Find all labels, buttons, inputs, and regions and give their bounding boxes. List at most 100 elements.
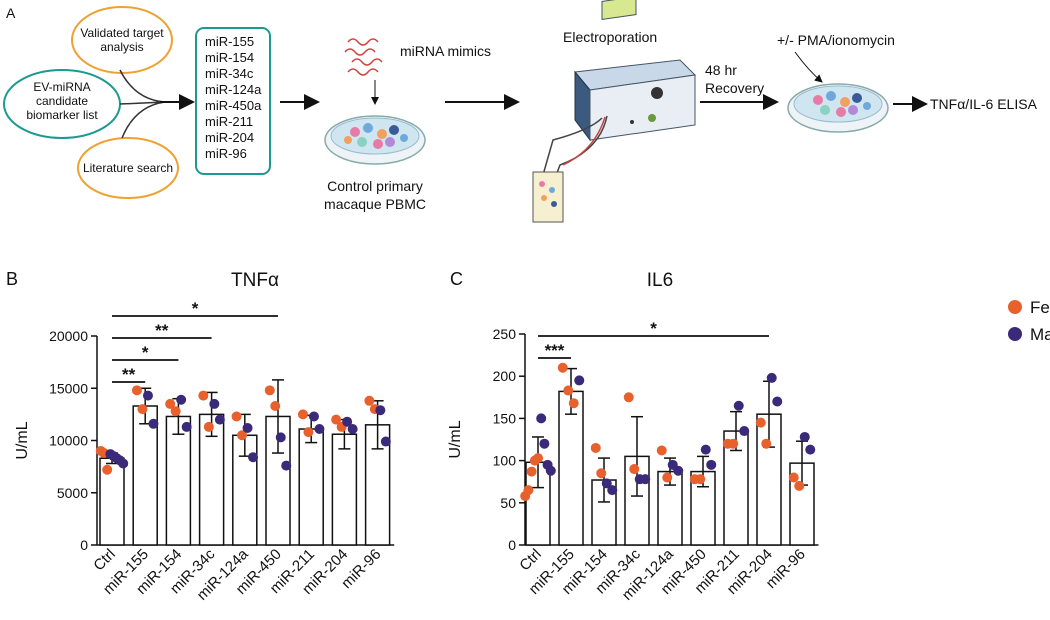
cuvette-cells <box>539 181 557 207</box>
panel-letter: A <box>6 5 16 21</box>
data-point <box>601 478 612 489</box>
oval-text: analysis <box>100 40 143 54</box>
data-point <box>536 413 547 424</box>
legend-marker <box>1008 300 1022 314</box>
data-point <box>799 431 810 442</box>
significance-label: * <box>192 299 199 318</box>
bar <box>165 415 192 546</box>
data-point <box>739 426 750 437</box>
bar <box>331 433 358 546</box>
data-point <box>805 444 816 455</box>
y-tick-label: 10000 <box>49 433 88 449</box>
data-point <box>314 424 325 435</box>
oval-text: Validated target <box>80 26 164 40</box>
significance-label: ** <box>122 365 136 384</box>
label: Electroporation <box>563 29 657 45</box>
y-tick-label: 100 <box>493 453 517 469</box>
data-point <box>270 401 281 412</box>
data-point <box>733 400 744 411</box>
bar <box>298 428 324 546</box>
bar <box>558 390 584 546</box>
y-tick-label: 0 <box>508 537 516 553</box>
legend-label: Male <box>1030 325 1050 344</box>
mirna-item: miR-450a <box>205 98 262 113</box>
y-tick-label: 50 <box>500 495 516 511</box>
data-point <box>380 436 391 447</box>
data-point <box>623 392 634 403</box>
data-point <box>557 362 568 373</box>
data-point <box>248 452 259 463</box>
data-point <box>640 474 651 485</box>
significance-label: *** <box>545 341 565 360</box>
data-point <box>523 485 534 496</box>
data-point <box>118 458 129 469</box>
data-point <box>203 421 214 432</box>
y-tick-label: 200 <box>493 368 517 384</box>
charts: Female Male B TNFα U/mL 0 5000 10000 15000 20000 C… <box>6 269 1050 604</box>
data-point <box>131 385 142 396</box>
data-point <box>102 464 113 475</box>
mirna-item: miR-34c <box>205 66 254 81</box>
data-point <box>347 424 358 435</box>
data-point <box>303 427 314 438</box>
label: Recovery <box>705 80 764 96</box>
data-point <box>728 438 739 449</box>
chart-title: TNFα <box>231 270 279 291</box>
chart-title: IL6 <box>647 270 673 291</box>
cells <box>344 123 408 149</box>
cuvette <box>532 171 564 223</box>
y-tick-label: 20000 <box>49 328 88 344</box>
cable <box>562 116 606 166</box>
data-point <box>375 405 386 416</box>
data-point <box>596 468 607 479</box>
panel-letter: C <box>450 269 463 289</box>
electroporator <box>574 0 697 142</box>
data-point <box>700 444 711 455</box>
y-axis-label: U/mL <box>447 420 464 458</box>
data-point <box>794 480 805 491</box>
mirna-item: miR-124a <box>205 82 262 97</box>
data-point <box>297 409 308 420</box>
significance-label: * <box>650 319 657 338</box>
mirna-item: miR-155 <box>205 34 254 49</box>
panel-letter: B <box>6 269 18 289</box>
data-point <box>656 445 667 456</box>
data-point <box>331 414 342 425</box>
mirna-item: miR-154 <box>205 50 254 65</box>
data-point <box>568 398 579 409</box>
label: +/- PMA/ionomycin <box>777 32 895 48</box>
data-point <box>788 472 799 483</box>
data-point <box>545 465 556 476</box>
legend-label: Female <box>1030 298 1050 317</box>
data-point <box>563 385 574 396</box>
data-point <box>695 474 706 485</box>
data-point <box>539 438 550 449</box>
data-point <box>766 372 777 383</box>
mirna-item: miR-204 <box>205 130 254 145</box>
legend-marker <box>1008 327 1022 341</box>
mimic-icon <box>344 38 383 76</box>
y-tick-label: 15000 <box>49 380 88 396</box>
data-point <box>176 394 187 405</box>
data-point <box>308 411 319 422</box>
data-point <box>281 460 292 471</box>
y-tick-label: 150 <box>493 410 517 426</box>
merge-lines <box>119 69 166 139</box>
oval-text: biomarker list <box>26 108 98 122</box>
data-point <box>231 411 242 422</box>
data-point <box>275 432 286 443</box>
oval-text: EV-miRNA <box>33 80 90 94</box>
data-point <box>237 430 248 441</box>
label: miRNA mimics <box>400 43 491 59</box>
data-point <box>574 375 585 386</box>
data-point <box>181 421 192 432</box>
mirna-box <box>195 27 271 175</box>
oval <box>77 137 179 199</box>
y-tick-label: 250 <box>493 326 517 342</box>
data-point <box>142 390 153 401</box>
data-point <box>364 395 375 406</box>
label: Control primary <box>327 178 423 194</box>
data-point <box>165 398 176 409</box>
mirna-item: miR-96 <box>205 146 247 161</box>
